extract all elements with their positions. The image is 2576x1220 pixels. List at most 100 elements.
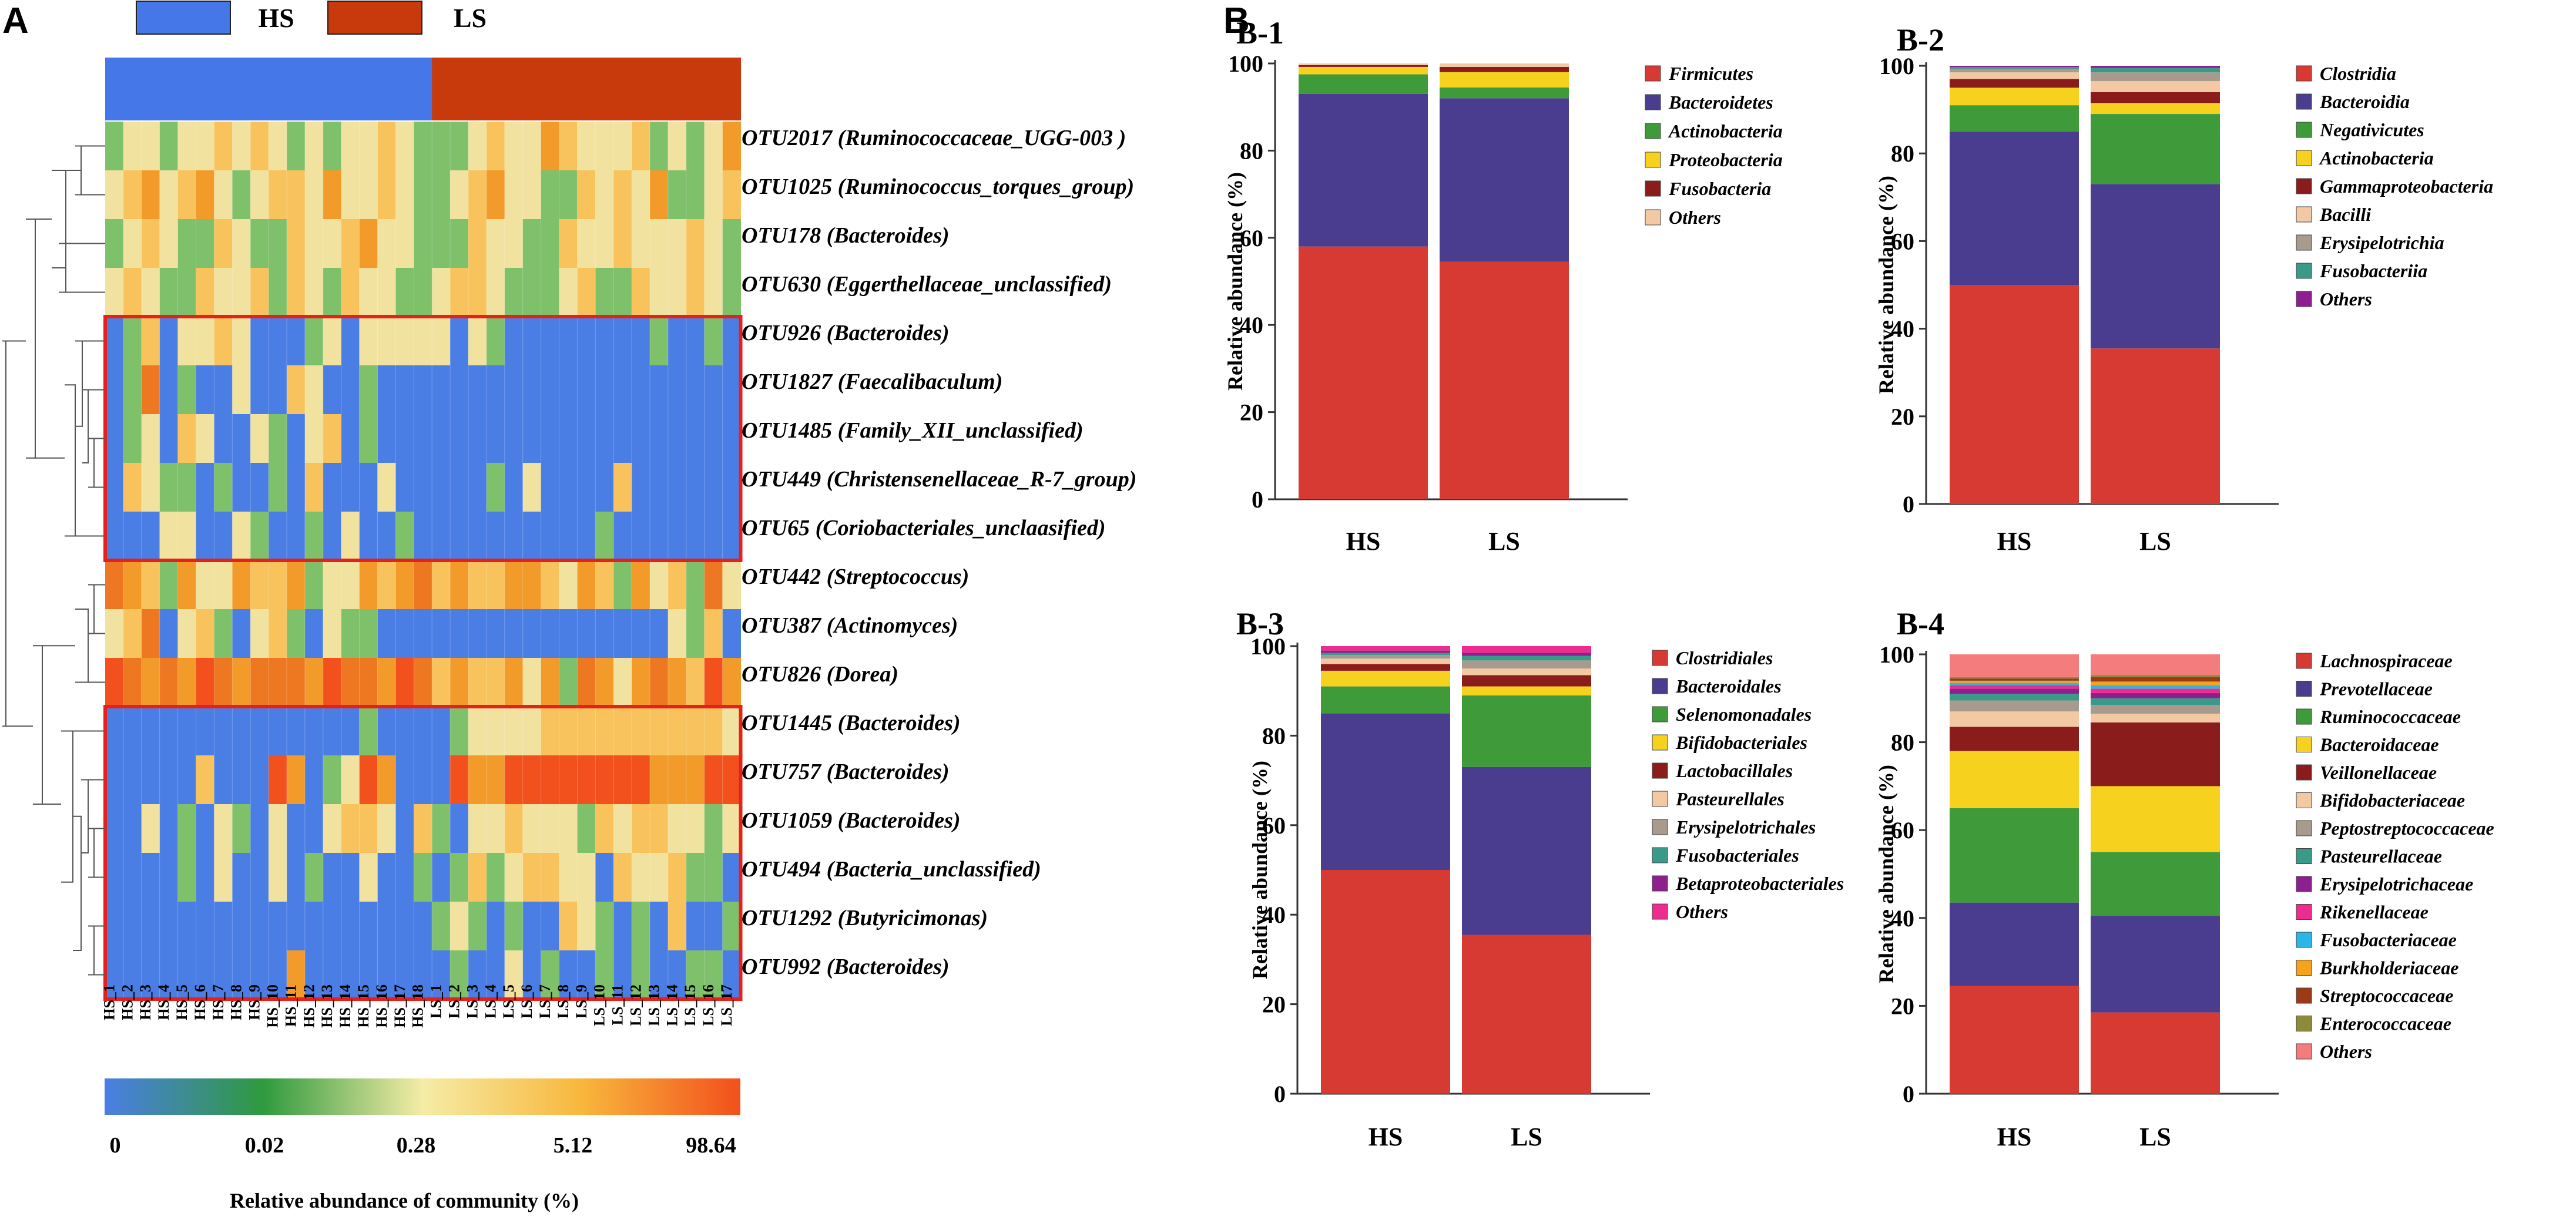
bar-segment [1950,678,2079,681]
legend-swatch [2296,960,2312,976]
heatmap-cell [577,560,596,610]
legend-label: Betaproteobacteriales [1675,873,1844,894]
heatmap-cell [177,365,196,415]
heatmap-cell [341,950,360,1000]
heatmap-cell [559,512,578,561]
heatmap-cell [287,950,306,1000]
heatmap-cell [123,804,142,853]
heatmap-cell [359,707,378,756]
chart-title: B-4 [1897,606,1944,641]
heatmap-cell [323,122,342,171]
heatmap-cell [613,950,632,1000]
heatmap-cell [395,755,414,805]
heatmap-cell [541,658,559,707]
heatmap-cell [650,853,669,902]
heatmap-row-labels: OTU2017 (Ruminococcaceae_UGG-003 ) OTU10… [742,126,1136,979]
heatmap-cell [468,804,487,853]
heatmap-cell [486,219,505,268]
heatmap-cell [196,268,214,317]
heatmap-cell [395,658,414,707]
bar-segment [1321,646,1450,651]
heatmap-cell [432,268,451,317]
heatmap-cell [432,414,451,463]
heatmap-cell [414,463,432,512]
heatmap-cell [214,560,233,610]
heatmap-cell [250,512,269,561]
heatmap-cell [250,755,269,805]
heatmap-cell [105,365,124,415]
heatmap-cell [541,170,559,220]
heatmap-cell [250,170,269,220]
colorbar: 0 0.02 0.28 5.12 98.64 Relative abundanc… [105,1078,740,1212]
heatmap-cell [486,365,505,415]
heatmap-cell [595,560,614,610]
heatmap-cell [577,609,596,658]
row-label: OTU449 (Christensenellaceae_R-7_group) [742,467,1136,492]
group-bar-cell [632,58,650,120]
heatmap-cell [704,268,723,317]
bar-segment [1950,700,2079,712]
heatmap-cell [250,268,269,317]
heatmap-cell [704,609,723,658]
heatmap-cell [141,463,160,512]
heatmap-cell [395,560,414,610]
heatmap-cell [522,463,542,512]
heatmap-cell [668,853,687,902]
heatmap-cell [287,609,306,658]
heatmap-cell [686,950,705,1000]
heatmap-cell [486,122,505,171]
heatmap-cell [577,658,596,707]
sample-label: HS_9 [246,984,263,1020]
bar-segment [2091,72,2220,82]
heatmap-cell [323,902,342,951]
legend-label: Actinobacteria [2319,147,2434,169]
bar-segment [1950,688,2079,694]
heatmap-cell [722,414,741,463]
heatmap-cell [269,658,287,707]
heatmap-cell [377,804,396,853]
group-bar-cell [359,58,378,120]
heatmap-cell [105,950,124,1000]
bar-segment [1440,87,1569,99]
heatmap-cell [522,609,542,658]
heatmap-cell [559,707,578,756]
heatmap-cell [232,755,251,805]
heatmap-cell [522,170,542,220]
heatmap-cell [341,170,360,220]
heatmap-cell [105,755,124,805]
legend-label: Bifidobacteriales [1675,732,1807,753]
heatmap-cell [159,512,179,561]
sample-label: LS_8 [555,984,572,1019]
heatmap-cell [377,463,396,512]
legend-label: Clostridiales [1676,647,1773,668]
heatmap-cell [196,707,214,756]
group-bar-cell [450,58,469,120]
heatmap-cell [377,170,396,220]
heatmap-cell [577,219,596,268]
heatmap-cell [323,414,342,463]
heatmap-cell [613,463,632,512]
heatmap-cell [123,122,142,171]
heatmap-cell [414,268,432,317]
heatmap-cell [304,122,324,171]
bar-segment [2091,681,2220,685]
heatmap-cell [486,317,505,366]
row-label: OTU1059 (Bacteroides) [742,808,961,833]
heatmap-cell [577,804,596,853]
heatmap-cell [304,414,324,463]
heatmap-cell [269,902,287,951]
heatmap-cell [450,755,469,805]
heatmap-cell [632,902,650,951]
heatmap-cell [541,853,559,902]
legend-swatch [1652,903,1668,920]
heatmap-cell [577,902,596,951]
heatmap-cell [704,853,723,902]
heatmap-cell [304,463,324,512]
heatmap-cell [232,512,251,561]
heatmap-cell [541,512,559,561]
heatmap-cell [395,463,414,512]
row-label: OTU1445 (Bacteroides) [742,711,961,735]
heatmap-cell [323,365,342,415]
heatmap-cell [650,219,669,268]
heatmap-cell [214,804,233,853]
